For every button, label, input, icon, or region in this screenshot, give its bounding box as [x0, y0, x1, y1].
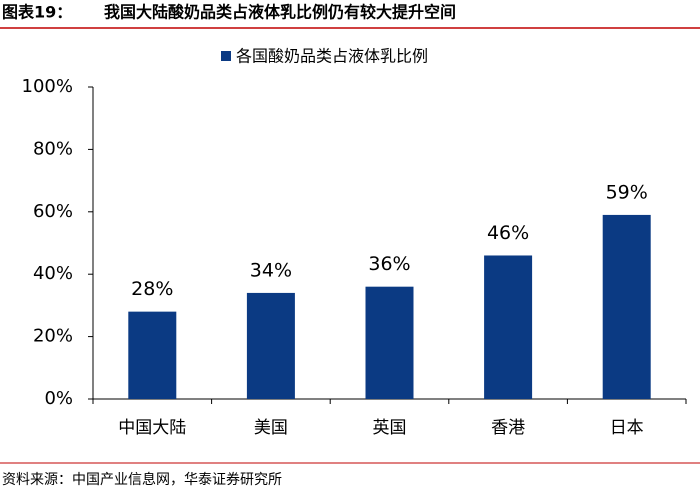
x-tick-label: 美国 — [254, 418, 288, 438]
source-note: 资料来源：中国产业信息网，华泰证券研究所 — [2, 471, 282, 488]
value-label: 36% — [368, 253, 410, 275]
bar — [365, 286, 414, 399]
y-tick-label: 60% — [33, 201, 73, 222]
y-tick-label: 20% — [33, 326, 73, 347]
legend-swatch — [221, 51, 231, 61]
y-tick-label: 40% — [33, 263, 73, 284]
y-tick-label: 0% — [44, 388, 73, 409]
bar — [484, 255, 533, 399]
bar — [128, 311, 177, 399]
value-label: 28% — [131, 278, 173, 300]
y-tick-label: 80% — [33, 138, 73, 159]
x-tick-label: 香港 — [491, 418, 525, 438]
chart-title: 我国大陆酸奶品类占液体乳比例仍有较大提升空间 — [104, 3, 456, 22]
figure-number: 图表19： — [2, 3, 72, 22]
y-tick-label: 100% — [22, 76, 73, 97]
x-tick-label: 日本 — [610, 418, 644, 438]
bar — [246, 292, 295, 399]
x-tick-label: 英国 — [373, 418, 407, 438]
value-label: 34% — [250, 259, 292, 281]
x-tick-label: 中国大陆 — [118, 418, 186, 438]
value-label: 59% — [606, 181, 648, 203]
bar — [602, 214, 651, 399]
legend-label: 各国酸奶品类占液体乳比例 — [236, 47, 428, 66]
value-label: 46% — [487, 222, 529, 244]
